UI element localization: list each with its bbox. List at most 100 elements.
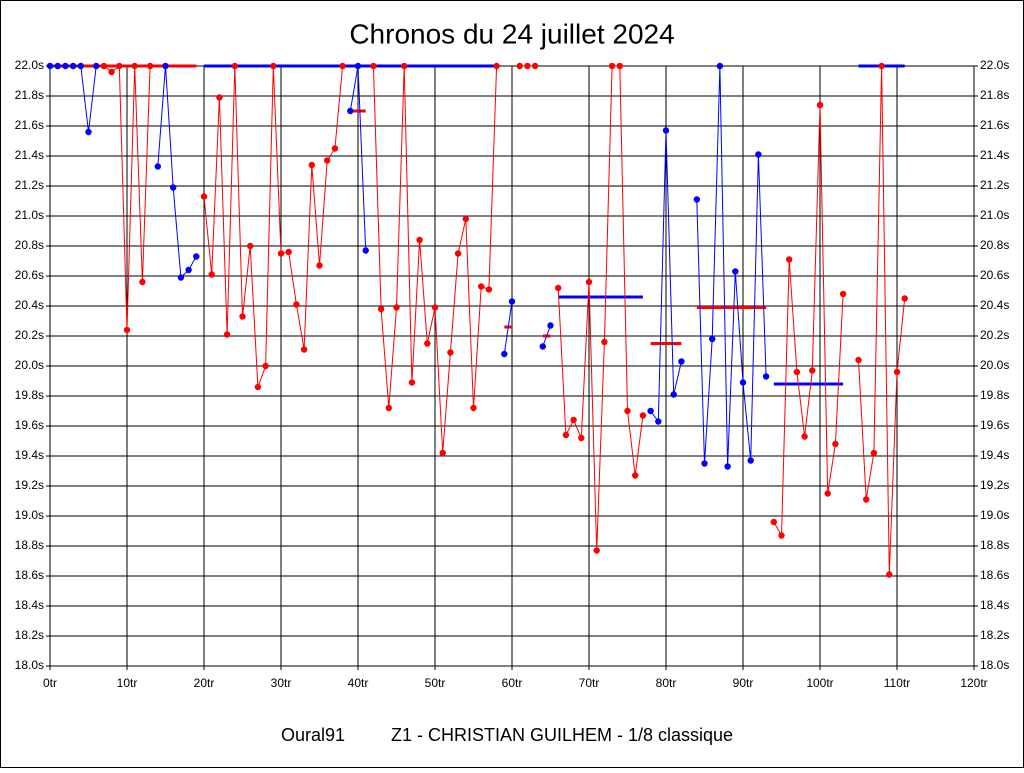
lap-point: [562, 431, 570, 439]
footer: Oural91: [281, 725, 345, 745]
lap-point: [46, 62, 54, 70]
lap-point: [570, 416, 577, 424]
y-tick-label: 21.4s: [15, 148, 44, 162]
lap-point: [293, 301, 300, 308]
y-tick-label: 18.0s: [15, 658, 44, 672]
lap-point: [146, 62, 154, 70]
lap-point: [277, 250, 285, 257]
lap-point: [316, 262, 323, 269]
lap-point: [778, 532, 785, 539]
lap-point: [747, 457, 754, 464]
lap-point: [539, 343, 546, 350]
y-tick-label: 18.6s: [980, 568, 1009, 582]
lap-point: [408, 379, 416, 386]
x-tick-label: 20tr: [194, 676, 215, 690]
lap-point: [508, 298, 516, 305]
lap-point: [123, 326, 131, 334]
lap-point: [755, 151, 762, 158]
lap-point: [531, 62, 539, 70]
lap-point: [54, 62, 61, 70]
lap-point: [886, 571, 893, 578]
y-tick-label: 19.0s: [15, 508, 44, 522]
y-tick-label: 21.8s: [980, 88, 1009, 102]
lap-point: [501, 350, 508, 358]
lap-point: [116, 62, 123, 70]
lap-point: [177, 274, 185, 281]
lap-point: [585, 278, 593, 286]
y-tick-label: 20.0s: [15, 358, 44, 372]
y-tick-label: 20.2s: [15, 328, 44, 342]
lap-line: [542, 325, 551, 347]
y-tick-label: 19.8s: [980, 388, 1009, 402]
lap-point: [485, 286, 493, 293]
y-tick-label: 20.8s: [15, 238, 44, 252]
y-tick-label: 21.6s: [15, 118, 44, 132]
lap-point: [69, 62, 77, 70]
lap-point: [732, 268, 739, 275]
y-tick-label: 19.4s: [980, 448, 1009, 462]
lap-point: [393, 304, 400, 311]
lap-point: [170, 184, 177, 191]
footer: Z1 - CHRISTIAN GUILHEM - 1/8 classique: [391, 725, 733, 745]
lap-point: [724, 463, 731, 470]
y-tick-label: 18.2s: [15, 628, 44, 642]
y-tick-label: 18.8s: [15, 538, 44, 552]
lap-point: [377, 305, 385, 313]
y-tick-label: 19.0s: [980, 508, 1009, 522]
lap-point: [662, 127, 670, 134]
lap-point: [347, 107, 354, 115]
y-tick-label: 21.0s: [15, 208, 44, 222]
lap-point: [863, 496, 870, 503]
lap-point: [632, 472, 639, 479]
lap-point: [647, 407, 654, 415]
lap-point: [262, 362, 269, 370]
lap-point: [593, 547, 600, 554]
y-tick-label: 19.8s: [15, 388, 44, 402]
lap-point: [824, 490, 831, 497]
lap-point: [716, 62, 724, 70]
lap-line: [503, 301, 513, 355]
lap-point: [693, 196, 700, 203]
lap-point: [762, 373, 770, 380]
x-tick-label: 120tr: [960, 676, 987, 690]
x-tick-label: 90tr: [733, 676, 754, 690]
lap-point: [331, 145, 339, 152]
y-tick-label: 20.4s: [980, 298, 1009, 312]
lap-point: [308, 161, 315, 169]
lap-point: [62, 62, 69, 70]
x-tick-label: 80tr: [656, 676, 677, 690]
x-tick-label: 60tr: [502, 676, 523, 690]
y-tick-label: 21.8s: [15, 88, 44, 102]
lap-point: [93, 62, 100, 70]
lap-point: [424, 340, 431, 347]
lap-point: [254, 383, 262, 391]
y-tick-label: 21.2s: [15, 178, 44, 192]
lap-point: [239, 313, 246, 320]
lap-point: [816, 101, 824, 109]
lap-point: [300, 346, 308, 353]
lap-point: [223, 331, 231, 338]
y-tick-label: 20.6s: [15, 268, 44, 282]
lap-point: [655, 418, 662, 425]
y-tick-label: 20.0s: [980, 358, 1009, 372]
lap-point: [516, 62, 523, 70]
lap-point: [709, 335, 716, 343]
y-tick-label: 22.0s: [15, 58, 44, 72]
lap-point: [362, 247, 369, 254]
y-tick-label: 20.2s: [980, 328, 1009, 342]
y-tick-label: 19.4s: [15, 448, 44, 462]
y-tick-label: 21.0s: [980, 208, 1009, 222]
lap-point: [478, 283, 485, 290]
lap-point: [624, 407, 631, 415]
y-tick-label: 19.2s: [15, 478, 44, 492]
lap-point: [185, 266, 192, 274]
lap-point: [878, 62, 885, 70]
lap-point: [100, 62, 108, 70]
lap-line: [696, 65, 767, 467]
lap-point: [793, 368, 801, 376]
lap-point: [108, 68, 115, 76]
x-tick-label: 30tr: [271, 676, 292, 690]
lap-point: [701, 460, 708, 467]
lap-point: [547, 322, 554, 329]
